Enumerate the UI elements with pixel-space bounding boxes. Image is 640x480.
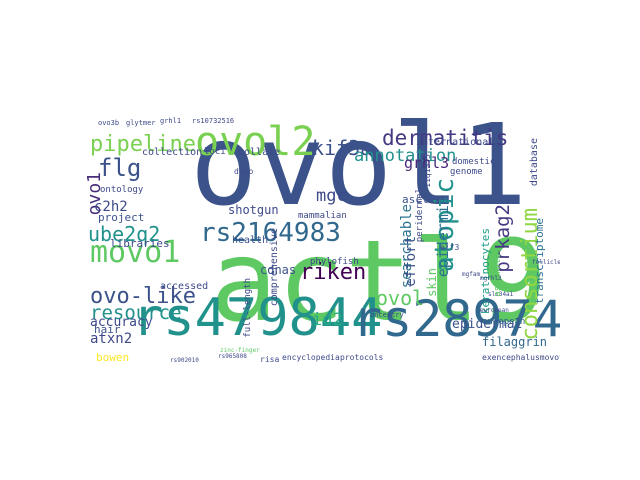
word-cloud: ovol1actl9rs479844rs2897442 ovol2 movo1 pip… [80,108,560,372]
word-48: collate [238,147,281,158]
word-64: rs10732516 [192,117,235,125]
word-74: follicles [532,259,560,266]
word-19: mgc [316,186,347,206]
word-14: flg [98,154,142,182]
word-78: ancestry [370,311,404,319]
word-25: epidermis [434,196,452,278]
word-15: ube2q2 [88,222,161,246]
word-36: filaggrin [482,335,548,349]
word-0: ovol1 [190,108,528,231]
word-40: libraries [110,237,170,250]
word-63: grhl1 [160,117,182,125]
word-7: rs2164983 [200,218,341,248]
word-35: skin [425,268,439,297]
word-12: resource [90,302,182,324]
word-49: loci [204,147,226,157]
word-68: rs902010 [170,357,199,364]
word-6: pipeline [90,132,196,157]
word-53: database [529,138,540,187]
word-32: shotgun [228,203,279,217]
word-46: peridermal [415,188,425,243]
word-16: riken [300,260,367,285]
word-76: rs965808 [218,353,247,360]
word-69: slc34a1 [488,291,514,298]
word-39: ontology [100,185,144,195]
word-75: mgfam [462,271,481,278]
word-72: assembled [493,248,503,297]
word-59: elf3 [440,243,460,252]
word-41: hair [94,323,121,336]
word-34: keratinocytes [479,228,492,315]
word-17: ovol [376,286,425,310]
word-66: protocols [340,353,384,362]
word-13: kif3a [312,136,373,160]
word-22: grhl3 [404,154,450,172]
word-67: risa [260,355,280,364]
word-57: phylofish [310,257,359,267]
word-60: dovo [234,167,254,176]
word-31: cdnas [260,263,297,277]
word-65: encyclopedia [282,353,340,362]
word-5: movo1 [90,235,181,270]
word-51: genome [450,167,483,177]
word-29: epidermal [452,317,523,332]
word-28: atxn2 [90,331,133,347]
word-70: european [480,307,509,314]
word-45: ascl2 [402,193,436,206]
word-71: exencephalusmovota [482,353,560,362]
word-54: comprehensive [269,228,280,307]
word-1: actl9 [210,217,548,347]
word-24: c2h2 [94,199,128,215]
word-4: ovol2 [195,119,316,165]
word-21: annotation [354,146,457,166]
word-52: domestic [452,157,496,167]
word-47: collection [142,147,203,158]
word-55: full-length [243,278,253,338]
word-3: rs2897442 [352,290,560,348]
word-56: mammalian [298,211,347,221]
word-27: effort [403,236,419,287]
word-44: accessed [160,281,209,292]
word-8: dermatitis [382,126,509,150]
word-42: bowen [96,351,130,364]
word-30: accuracy [90,315,153,330]
word-11: ovo-like [90,284,196,309]
word-50: international [416,137,495,148]
word-62: glytmer [126,119,156,127]
word-73: mgrhl3 [480,275,502,282]
word-37: european [482,317,526,327]
word-61: ovo3b [98,119,120,127]
word-58: 11q13.5 [423,154,432,188]
word-38: project [98,211,145,224]
word-43: health [232,235,269,246]
word-77: zinc-finger [220,347,260,354]
word-2: rs479844 [132,288,383,348]
word-23: id2 [312,310,343,330]
